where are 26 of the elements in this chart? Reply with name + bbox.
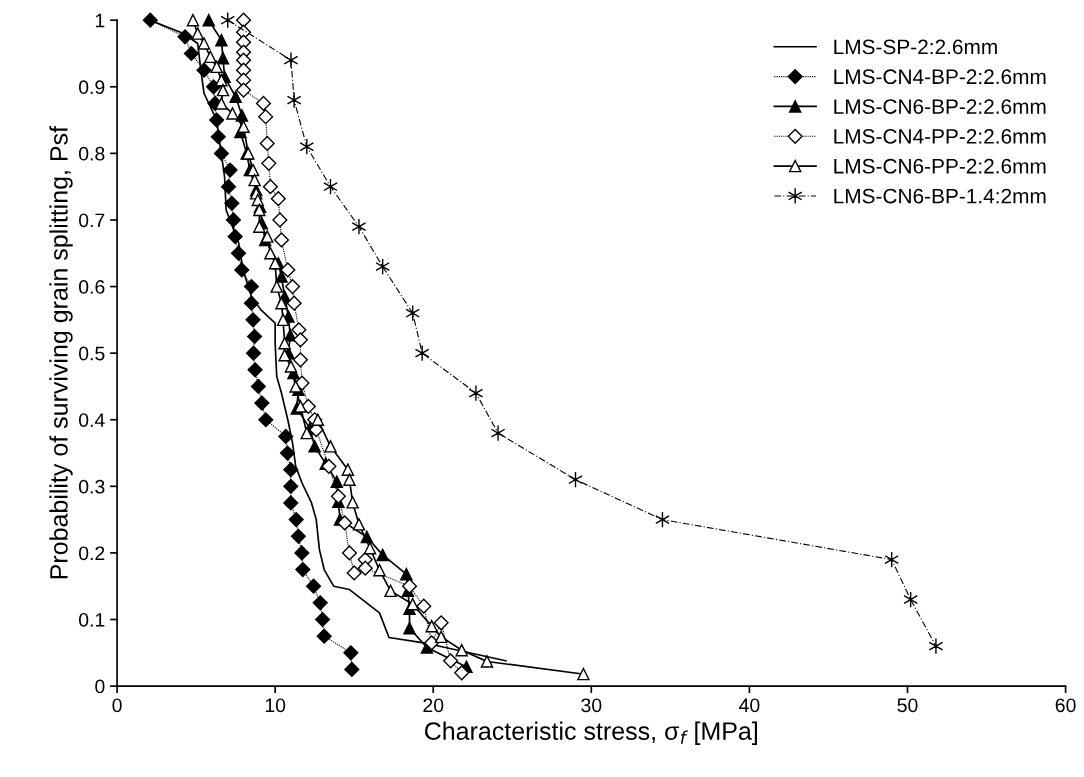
legend-label: LMS-CN6-PP-2:2.6mm (834, 158, 1046, 174)
x-tick-label: 60 (1055, 698, 1076, 713)
x-tick-label: 40 (739, 698, 760, 713)
x-tick-label: 10 (265, 698, 286, 713)
y-tick-label: 0.8 (79, 146, 105, 161)
y-tick-label: 0.6 (79, 280, 105, 294)
legend-label: LMS-CN6-BP-1.4:2mm (834, 188, 1046, 204)
y-tick-label: 0.9 (79, 80, 105, 95)
y-tick-label: 0.4 (79, 413, 105, 427)
legend-label: LMS-CN4-BP-2:2.6mm (834, 69, 1046, 85)
y-tick-label: 0.3 (79, 479, 105, 494)
y-tick-label: 0.2 (79, 546, 105, 561)
legend-label: LMS-CN6-BP-2:2.6mm (834, 99, 1046, 114)
y-tick-label: 0.5 (79, 346, 105, 361)
y-tick-label: 0 (95, 679, 105, 694)
x-tick-label: 50 (897, 698, 918, 713)
x-tick-label: 20 (423, 698, 444, 713)
y-tick-label: 0.7 (79, 213, 105, 228)
y-tick-label: 0.1 (79, 612, 105, 627)
x-tick-label: 0 (112, 698, 122, 713)
legend-label: LMS-CN4-PP-2:2.6mm (834, 129, 1046, 144)
legend-label: LMS-SP-2:2.6mm (834, 39, 997, 55)
x-tick-label: 30 (581, 698, 602, 713)
y-axis-title: Probability of surviving grain splitting, Psf (49, 125, 73, 579)
x-axis-title: Characteristic stress, σ$_{f}$ [MPa] (424, 721, 757, 745)
y-tick-label: 1 (95, 13, 105, 28)
